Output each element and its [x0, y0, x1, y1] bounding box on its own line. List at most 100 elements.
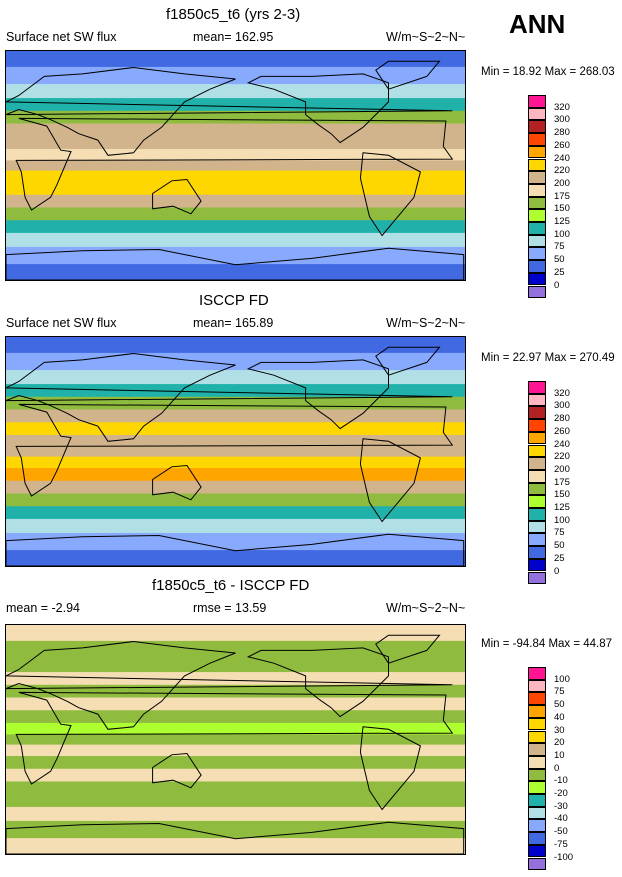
latitude-band [6, 98, 465, 112]
colorbar-swatch [528, 558, 546, 572]
coastline [15, 117, 454, 211]
latitude-band [6, 722, 465, 735]
colorbar-tick-label: 100 [554, 228, 570, 240]
colorbar-tick-label: 50 [554, 540, 565, 552]
latitude-band [6, 456, 465, 469]
colorbar-tick-label: -20 [554, 788, 568, 799]
colorbar-tick-label: 280 [554, 127, 570, 139]
colorbar-swatch [528, 730, 546, 744]
colorbar-swatch [528, 508, 546, 521]
panel1-title: f1850c5_t6 (yrs 2-3) [166, 6, 301, 23]
colorbar-tick-label: 100 [554, 673, 570, 685]
colorbar-swatch [528, 679, 546, 693]
colorbar-tick-label: -10 [554, 775, 568, 787]
panel1-map [5, 50, 466, 281]
colorbar-swatch [528, 272, 546, 286]
latitude-band [6, 734, 465, 746]
coastline [6, 640, 453, 730]
colorbar-swatch [528, 183, 546, 197]
latitude-band [6, 658, 465, 673]
latitude-band [6, 434, 465, 447]
panel2-minmax: Min = 22.97 Max = 270.49 [481, 352, 615, 364]
panel1-map-svg [6, 51, 465, 280]
colorbar-tick-label: 150 [554, 203, 570, 215]
panel2-map [5, 336, 466, 567]
panel3-colorbar: 100 75 50 40 30 20 10 0 -10 -20 -30 -40 -50 -75 -100 [528, 667, 588, 877]
latitude-band [6, 697, 465, 711]
latitude-band [6, 493, 465, 507]
colorbar-tick-label: 320 [554, 101, 570, 113]
colorbar-tick-label: 200 [554, 463, 570, 475]
coastline [152, 464, 202, 501]
panel2-colorbar: 320 300 280 260 240 220 200 175 150 125 100 75 50 25 0 [528, 381, 588, 591]
colorbar-swatch [528, 171, 546, 184]
colorbar-tick-label: -50 [554, 826, 568, 838]
panel3-map [5, 624, 466, 855]
panel3-left-label: mean = -2.94 [6, 601, 81, 615]
colorbar-tick-label: 220 [554, 451, 570, 463]
latitude-band [6, 550, 465, 566]
panel2-center-label: mean= 165.89 [193, 316, 274, 330]
latitude-band [6, 384, 465, 398]
colorbar-tick-label: 50 [554, 254, 565, 266]
coastline [359, 726, 421, 811]
latitude-band [6, 672, 465, 686]
colorbar-swatch [528, 247, 546, 261]
colorbar-tick-label: 175 [554, 476, 570, 488]
panel1-colorbar: 320 300 280 260 240 220 200 175 150 125 100 75 50 25 0 [528, 95, 588, 305]
colorbar-swatch [528, 209, 546, 222]
coastline [6, 533, 465, 566]
coastline [375, 634, 441, 664]
coastline [15, 691, 454, 785]
colorbar-swatch [528, 444, 546, 458]
colorbar-swatch [528, 406, 546, 420]
panel2-map-svg [6, 337, 465, 566]
panel3-title: f1850c5_t6 - ISCCP FD [152, 577, 310, 594]
latitude-band [6, 756, 465, 770]
latitude-band [6, 820, 465, 839]
coastline [6, 247, 465, 280]
latitude-band [6, 207, 465, 221]
colorbar-tick-label: 25 [554, 266, 565, 278]
colorbar-swatch [528, 158, 546, 172]
latitude-band [6, 136, 465, 150]
panel3-center-label: rmse = 13.59 [193, 601, 267, 615]
latitude-band [6, 625, 465, 642]
colorbar-tick-label: 0 [554, 762, 560, 774]
colorbar-swatch [528, 520, 546, 534]
colorbar-tick-label: 175 [554, 190, 570, 202]
colorbar-tick-label: 240 [554, 152, 570, 164]
coastline [246, 647, 389, 718]
latitude-band [6, 182, 465, 196]
latitude-band [6, 794, 465, 808]
colorbar-swatch [528, 431, 546, 445]
latitude-band [6, 446, 465, 458]
latitude-band [6, 838, 465, 854]
panel2-title: ISCCP FD [199, 292, 269, 309]
latitude-band [6, 220, 465, 234]
coastline [152, 178, 202, 215]
colorbar-swatch [528, 145, 546, 159]
panel1-left-label: Surface net SW flux [6, 30, 117, 44]
panel3-map-svg [6, 625, 465, 854]
latitude-band [6, 480, 465, 494]
panel3-units: W/m~S~2~N~ [386, 601, 466, 615]
coastline [375, 60, 441, 90]
colorbar-tick-label: -100 [554, 851, 574, 863]
colorbar-tick-label: 0 [554, 565, 560, 577]
colorbar-swatch [528, 419, 546, 432]
panel3-minmax: Min = -94.84 Max = 44.87 [481, 638, 613, 650]
colorbar-swatch [528, 495, 546, 508]
latitude-band [6, 506, 465, 520]
colorbar-swatch [528, 781, 546, 794]
coastline [15, 403, 454, 497]
panel1-center-label: mean= 162.95 [193, 30, 274, 44]
colorbar-tick-label: 150 [554, 489, 570, 501]
colorbar-swatch [528, 107, 546, 121]
colorbar-tick-label: 75 [554, 686, 565, 698]
colorbar-tick-label: 20 [554, 737, 565, 749]
latitude-band [6, 246, 465, 265]
colorbar-tick-label: 320 [554, 387, 570, 399]
latitude-band [6, 370, 465, 385]
colorbar-swatch [528, 743, 546, 756]
